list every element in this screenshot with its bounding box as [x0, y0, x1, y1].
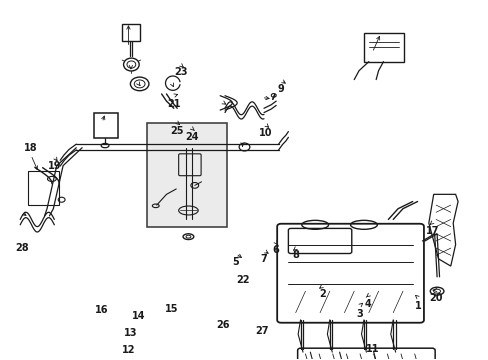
Text: 5: 5	[232, 257, 239, 267]
Bar	[27, 171, 59, 205]
Text: 18: 18	[24, 143, 38, 153]
Text: 19: 19	[47, 161, 61, 171]
Text: 10: 10	[258, 129, 272, 138]
Text: 9: 9	[277, 84, 284, 94]
Text: 6: 6	[272, 245, 279, 255]
Text: 15: 15	[165, 304, 178, 314]
Text: 1: 1	[414, 301, 421, 311]
Text: 11: 11	[365, 343, 378, 354]
Text: 25: 25	[170, 126, 183, 135]
Text: 3: 3	[356, 309, 363, 319]
Text: 17: 17	[425, 226, 439, 236]
Bar	[94, 113, 118, 138]
Bar	[122, 24, 140, 41]
Text: 16: 16	[95, 305, 109, 315]
Text: 2: 2	[319, 289, 325, 299]
Text: 8: 8	[292, 250, 299, 260]
Text: 28: 28	[15, 243, 28, 253]
Text: 14: 14	[131, 311, 144, 320]
Text: 13: 13	[124, 328, 137, 338]
Bar	[147, 123, 227, 226]
Text: 22: 22	[235, 275, 249, 285]
Text: 24: 24	[185, 132, 199, 142]
Text: 12: 12	[122, 345, 135, 355]
Text: 23: 23	[174, 67, 187, 77]
Text: 20: 20	[428, 293, 442, 303]
Text: 4: 4	[364, 299, 371, 309]
Text: 26: 26	[215, 320, 229, 330]
Text: 27: 27	[254, 325, 268, 336]
Bar	[363, 33, 403, 62]
Text: 21: 21	[167, 99, 180, 109]
Text: 7: 7	[260, 254, 267, 264]
